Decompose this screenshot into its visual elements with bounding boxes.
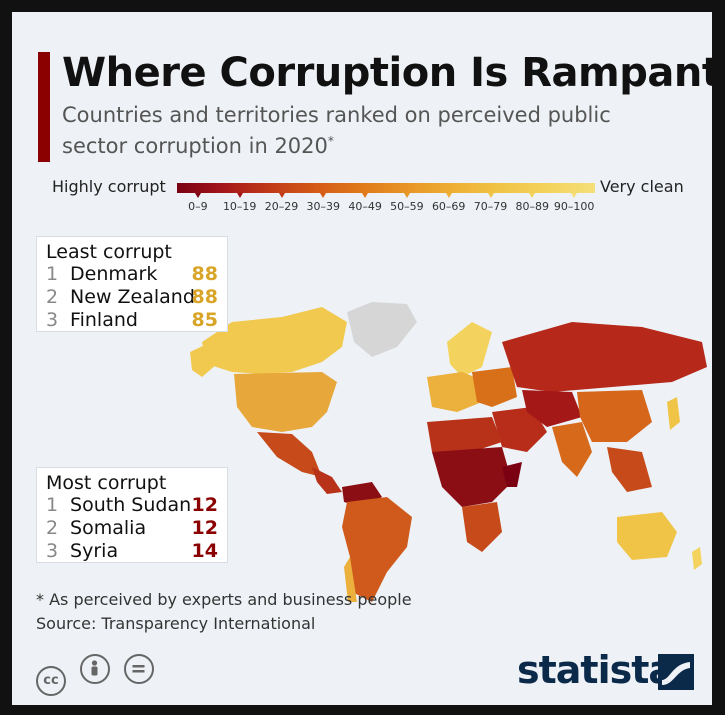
least-corrupt-box: Least corrupt 1 Denmark 88 2 New Zealand… <box>36 236 228 332</box>
map-southeast-asia <box>607 447 652 492</box>
country-name: Syria <box>70 540 119 562</box>
creative-commons-icon[interactable]: cc <box>36 666 66 696</box>
legend-right-label: Very clean <box>600 177 684 196</box>
map-chile-uruguay <box>344 557 357 602</box>
most-corrupt-heading: Most corrupt <box>46 472 167 494</box>
map-alaska <box>190 344 217 377</box>
legend-tick <box>445 193 452 198</box>
legend-tick <box>487 193 494 198</box>
legend-bin-label: 50–59 <box>390 200 424 213</box>
map-canada <box>202 307 347 374</box>
legend-tick <box>320 193 327 198</box>
page-title: Where Corruption Is Rampant <box>62 50 712 96</box>
map-new-zealand <box>692 547 702 570</box>
legend-bin-label: 70–79 <box>473 200 508 213</box>
map-central-america <box>312 467 342 494</box>
score-value: 88 <box>191 263 218 285</box>
map-india <box>552 422 592 477</box>
map-southern-africa <box>462 502 502 552</box>
least-corrupt-heading: Least corrupt <box>46 241 172 263</box>
map-greenland <box>347 302 417 357</box>
score-value: 88 <box>191 286 218 308</box>
map-china <box>577 390 652 442</box>
score-value: 12 <box>191 517 218 539</box>
world-map <box>190 302 707 602</box>
map-eastern-europe <box>472 367 517 407</box>
legend-color-scale <box>177 183 595 193</box>
legend-bin-label: 10–19 <box>222 200 257 213</box>
country-name: Denmark <box>70 263 158 285</box>
license-icons: cc <box>36 654 163 696</box>
score-value: 12 <box>191 494 218 516</box>
rank-number: 2 <box>46 286 59 308</box>
attribution-icon[interactable] <box>80 654 111 684</box>
legend-tick <box>278 193 285 198</box>
rank-number: 1 <box>46 263 59 285</box>
list-item: 2 Somalia 12 <box>46 517 227 540</box>
score-value: 14 <box>191 540 218 562</box>
rank-number: 1 <box>46 494 59 516</box>
country-name: Somalia <box>70 517 147 539</box>
statista-logo-mark-icon <box>658 654 694 690</box>
country-name: South Sudan <box>70 494 192 516</box>
title-accent-bar <box>38 52 50 162</box>
country-name: New Zealand <box>70 286 195 308</box>
footnote: * As perceived by experts and business p… <box>36 590 412 609</box>
list-item: 2 New Zealand 88 <box>46 286 227 309</box>
legend-tick <box>403 193 410 198</box>
statista-logo[interactable]: statista <box>517 648 674 692</box>
legend-bin-labels: 0–9 10–19 20–29 30–39 40–49 50–59 60–69 70–79 80… <box>162 200 622 216</box>
legend-bin-label: 90–100 <box>553 200 595 213</box>
legend-bin-label: 20–29 <box>264 200 299 213</box>
map-central-asia <box>522 390 582 427</box>
map-south-america <box>342 497 412 602</box>
legend-bin-label: 0–9 <box>188 200 208 213</box>
no-derivatives-icon[interactable] <box>124 654 155 684</box>
legend-tick <box>362 193 369 198</box>
map-horn-of-africa <box>502 462 522 487</box>
legend-tick <box>571 193 578 198</box>
map-scandinavia <box>447 322 492 377</box>
rank-number: 3 <box>46 540 59 562</box>
map-north-africa <box>427 417 502 452</box>
map-middle-east <box>492 407 547 452</box>
source-note: Source: Transparency International <box>36 614 316 633</box>
page-subtitle: Countries and territories ranked on perc… <box>62 103 611 158</box>
map-australia <box>617 512 677 560</box>
footnote-mark: * <box>327 134 334 148</box>
map-mexico <box>257 432 322 477</box>
map-western-europe <box>427 372 487 412</box>
legend-tick <box>194 193 201 198</box>
rank-number: 2 <box>46 517 59 539</box>
list-item: 1 South Sudan 12 <box>46 494 227 517</box>
map-central-africa <box>432 447 512 507</box>
list-item: 3 Syria 14 <box>46 540 227 563</box>
map-russia <box>502 322 707 392</box>
list-item: 1 Denmark 88 <box>46 263 227 286</box>
map-usa <box>234 372 337 432</box>
legend-left-label: Highly corrupt <box>52 177 166 196</box>
list-item: 3 Finland 85 <box>46 309 227 332</box>
legend-bin-label: 40–49 <box>348 200 382 213</box>
score-value: 85 <box>191 309 218 331</box>
legend-ticks <box>177 193 595 201</box>
map-japan <box>667 397 680 430</box>
legend-bin-label: 80–89 <box>515 200 550 213</box>
rank-number: 3 <box>46 309 59 331</box>
legend-bin-label: 30–39 <box>306 200 341 213</box>
infographic-card: Where Corruption Is Rampant Countries an… <box>12 12 712 705</box>
legend-tick <box>236 193 243 198</box>
legend-tick <box>529 193 536 198</box>
most-corrupt-box: Most corrupt 1 South Sudan 12 2 Somalia … <box>36 467 228 563</box>
legend-bin-label: 60–69 <box>431 200 466 213</box>
country-name: Finland <box>70 309 138 331</box>
